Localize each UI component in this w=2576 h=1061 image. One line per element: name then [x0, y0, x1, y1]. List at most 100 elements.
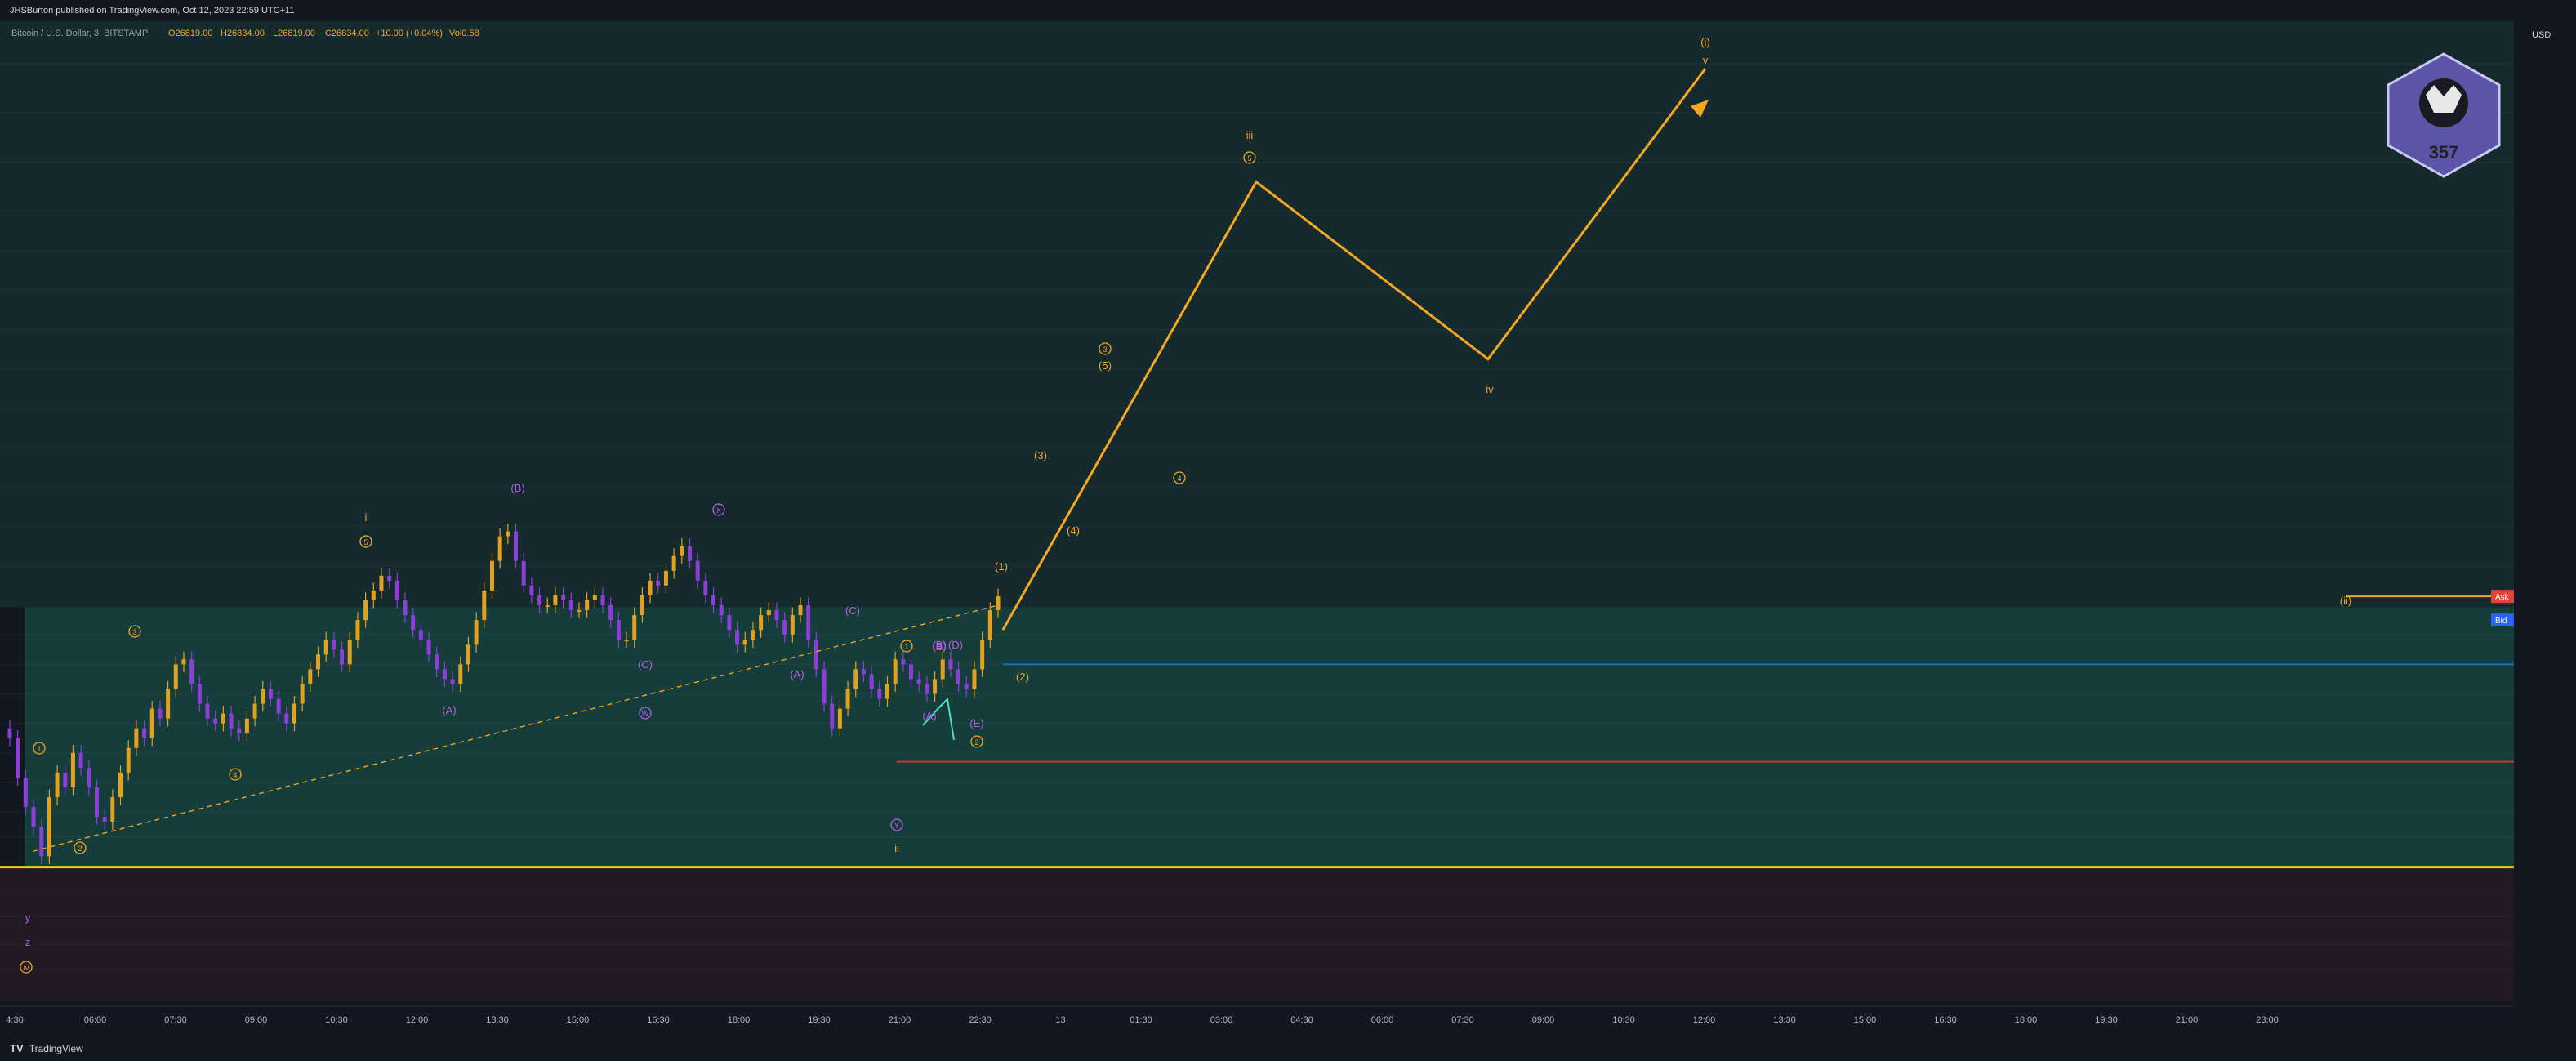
candle-body — [323, 640, 328, 655]
candle-body — [987, 610, 992, 640]
wave-label-circle — [229, 768, 242, 781]
wave-label: 1 — [37, 745, 41, 753]
horizontal-lines — [0, 595, 2514, 869]
candle-body — [877, 689, 882, 699]
candle-body — [869, 674, 874, 689]
chart-area[interactable]: (i) v iii 5 3 (5) (3) 4 (4) iv (1) (2) (ii) i 5 3 1 2 4 1 2 i… — [0, 21, 2576, 1036]
candle-body — [142, 728, 147, 738]
candle-body — [244, 718, 249, 733]
candle-body — [727, 615, 732, 631]
time-tick-label: 21:00 — [889, 1015, 911, 1025]
candle-body — [585, 600, 590, 611]
candle-body — [252, 703, 257, 719]
publish-line: JHSBurton published on TradingView.com, … — [10, 6, 295, 16]
candle-body — [925, 684, 929, 694]
candle-body — [648, 580, 653, 595]
candle-body — [355, 620, 360, 640]
candle-body — [592, 595, 597, 600]
candle-body — [901, 659, 906, 665]
candle-body — [671, 555, 676, 571]
candle-body — [363, 600, 368, 621]
candle-body — [87, 767, 91, 788]
svg-text:357: 357 — [2429, 142, 2459, 163]
candle-body — [680, 546, 684, 556]
candle-body — [980, 640, 985, 670]
ohlc-low: L26819.00 — [273, 29, 315, 38]
candle-body — [735, 630, 740, 645]
candle-body — [774, 610, 779, 621]
candle-body — [7, 728, 12, 738]
wave-label: (D) — [948, 639, 963, 651]
candle-body — [237, 728, 242, 733]
wave-label: (E) — [969, 717, 983, 729]
candle-body — [261, 689, 265, 704]
wave-label-circle — [900, 640, 913, 653]
candle-body — [78, 752, 83, 768]
tradingview-logo[interactable]: TV TradingView — [10, 1036, 83, 1061]
currency-label: USD — [2532, 30, 2551, 40]
wave-label-circle — [1243, 151, 1256, 164]
candle-body — [474, 620, 479, 645]
time-tick-label: 09:00 — [245, 1015, 268, 1025]
time-tick-label: 06:00 — [84, 1015, 107, 1025]
time-tick-label: 18:00 — [2015, 1015, 2038, 1025]
candle-body — [276, 698, 281, 714]
candle-body — [55, 772, 60, 798]
wave-label-circle — [712, 503, 725, 516]
candle-body — [158, 708, 163, 719]
wave-label: (4) — [1067, 524, 1080, 537]
candle-body — [102, 817, 107, 822]
candle-body — [759, 615, 764, 631]
time-axis[interactable]: 4:30 06:00 07:30 09:00 10:30 12:00 13:30 15:00 1… — [0, 1005, 2514, 1025]
time-tick-label: 22:30 — [969, 1015, 992, 1025]
candle-body — [624, 640, 629, 642]
wave-labels: (i) v iii 5 3 (5) (3) 4 (4) iv (1) (2) (ii) i 5 3 1 2 4 1 2 i… — [20, 36, 2351, 974]
ohlc-close: C26834.00 — [325, 29, 369, 38]
time-tick-label: 12:00 — [406, 1015, 429, 1025]
candle-body — [853, 669, 858, 689]
wave-label: y — [25, 912, 31, 924]
price-badge-tag — [2491, 613, 2514, 627]
wave-label: z — [25, 936, 31, 948]
candle-body — [16, 738, 20, 778]
grid — [0, 63, 2514, 970]
candle-body — [751, 630, 755, 640]
time-tick-label: 10:30 — [1612, 1015, 1635, 1025]
wave-label: iv — [24, 964, 29, 972]
candle-body — [450, 679, 455, 684]
time-tick-label: 06:00 — [1371, 1015, 1394, 1025]
author-logo: 357 — [2387, 52, 2501, 178]
candle-body — [640, 595, 644, 616]
candle-body — [205, 703, 210, 719]
candle-body — [719, 605, 724, 616]
time-tick-label: 21:00 — [2176, 1015, 2199, 1025]
candle-body — [284, 713, 289, 724]
wave-label: X — [716, 506, 721, 515]
candle-body — [300, 684, 305, 704]
time-tick-label: 01:30 — [1130, 1015, 1152, 1025]
candle-body — [656, 580, 661, 586]
candle-body — [616, 620, 621, 640]
chart-background — [0, 21, 2514, 1001]
candle-body — [63, 772, 68, 788]
wave-label: (5) — [1099, 359, 1112, 372]
wave-label: 3 — [1103, 345, 1107, 354]
candle-body — [687, 546, 692, 561]
candle-body — [909, 664, 914, 680]
candle-body — [435, 654, 439, 670]
candle-body — [387, 575, 392, 581]
candle-body — [790, 615, 795, 635]
wave-label: v — [1703, 54, 1709, 66]
time-tick-label: 18:00 — [728, 1015, 751, 1025]
candle-body — [568, 600, 573, 611]
time-tick-label: 4:30 — [6, 1015, 23, 1025]
candle-body — [221, 713, 225, 724]
candle-body — [340, 649, 345, 665]
wave-label: (C) — [845, 604, 860, 617]
candle-body — [94, 787, 99, 818]
wave-label-circle — [1099, 342, 1112, 355]
wave-label: (ii) — [2340, 595, 2351, 607]
wave-label: 2 — [78, 845, 82, 853]
wave-label-circle — [20, 961, 33, 974]
candle-body — [134, 728, 139, 748]
